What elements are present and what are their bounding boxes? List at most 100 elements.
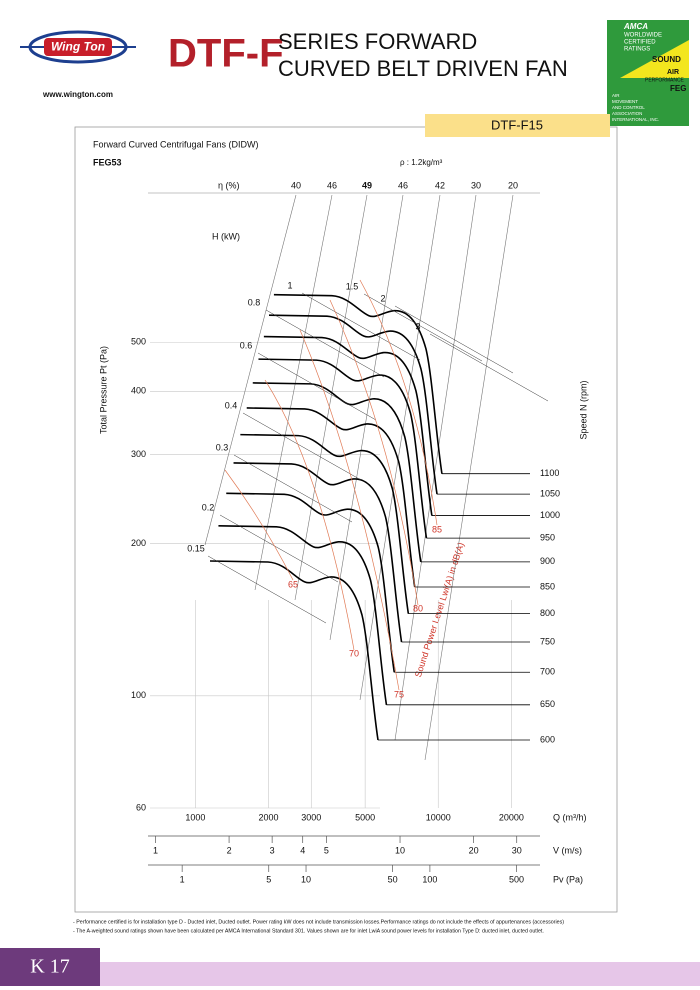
sound-line <box>264 379 355 651</box>
axis-tick-label: 5 <box>324 845 329 855</box>
axis-tick-label: 10 <box>395 845 405 855</box>
speed-curve <box>246 407 416 588</box>
chart-title: Forward Curved Centrifugal Fans (DIDW) <box>93 139 259 149</box>
speed-value: 900 <box>540 556 555 566</box>
efficiency-line <box>394 194 477 741</box>
efficiency-line <box>254 194 333 591</box>
sound-value: 65 <box>288 579 298 589</box>
axis-tick-label: 500 <box>509 874 524 884</box>
power-value: 2 <box>380 293 385 303</box>
efficiency-value: 46 <box>398 180 408 190</box>
badge-text: FEG <box>670 84 686 93</box>
sound-line <box>329 299 419 606</box>
power-value: 0.2 <box>202 502 215 512</box>
power-value: 0.8 <box>248 297 261 307</box>
speed-curve <box>268 314 438 495</box>
speed-value: 1050 <box>540 489 560 499</box>
y-tick-label: 500 <box>131 337 146 347</box>
power-value: 0.6 <box>240 340 253 350</box>
speed-curve <box>209 560 379 741</box>
badge-text: AND CONTROL <box>612 105 645 110</box>
chart-frame <box>74 126 618 913</box>
power-value: 0.4 <box>225 400 238 410</box>
badge-text: MOVEMENT <box>612 99 638 104</box>
efficiency-value: 49 <box>362 180 372 190</box>
page-tab <box>0 948 100 986</box>
footer-band <box>100 962 700 986</box>
pv-axis-title: Pv (Pa) <box>553 874 583 884</box>
power-value: 0.3 <box>216 442 229 452</box>
power-label: H (kW) <box>212 231 240 241</box>
title-line: CURVED BELT DRIVEN FAN <box>278 56 568 81</box>
axis-tick-label: 20 <box>469 845 479 855</box>
y-axis-title: Total Pressure Pt (Pa) <box>98 346 108 434</box>
series-code: DTF-F <box>168 32 284 76</box>
efficiency-value: 30 <box>471 180 481 190</box>
power-value: 3 <box>415 321 420 331</box>
axis-tick-label: 50 <box>388 874 398 884</box>
speed-value: 950 <box>540 532 555 542</box>
axis-tick-label: 2 <box>227 845 232 855</box>
speed-value: 850 <box>540 581 555 591</box>
speed-value: 650 <box>540 699 555 709</box>
speed-value: 750 <box>540 636 555 646</box>
power-line <box>219 514 339 583</box>
speed-label: Speed N (rpm) <box>578 380 588 439</box>
power-line <box>207 555 327 624</box>
speed-value: 600 <box>540 734 555 744</box>
footnote: - Performance certified is for installat… <box>73 919 564 925</box>
x-tick-label: 1000 <box>185 812 205 822</box>
badge-text: AIR <box>667 69 679 76</box>
title-line: SERIES FORWARD <box>278 29 477 54</box>
efficiency-value: 42 <box>435 180 445 190</box>
efficiency-line <box>294 194 368 601</box>
efficiency-value: 20 <box>508 180 518 190</box>
efficiency-line <box>329 194 404 641</box>
footnote: - The A-weighted sound ratings shown hav… <box>73 928 544 934</box>
x-tick-label: 20000 <box>499 812 524 822</box>
axis-tick-label: 4 <box>300 845 305 855</box>
y-tick-label: 300 <box>131 449 146 459</box>
axis-tick-label: 1 <box>180 874 185 884</box>
axis-tick-label: 10 <box>301 874 311 884</box>
speed-curve <box>240 433 410 614</box>
efficiency-line <box>359 194 441 701</box>
x-tick-label: 3000 <box>301 812 321 822</box>
speed-curve <box>273 293 443 474</box>
axis-tick-label: 3 <box>270 845 275 855</box>
efficiency-line <box>424 194 514 761</box>
power-line <box>233 454 353 523</box>
speed-curve <box>218 525 388 705</box>
x-tick-label: 5000 <box>355 812 375 822</box>
speed-value: 700 <box>540 667 555 677</box>
speed-curve <box>233 462 403 643</box>
x-tick-label: 10000 <box>426 812 451 822</box>
power-line <box>242 412 362 481</box>
sound-line <box>224 469 294 581</box>
power-value: 1.5 <box>346 281 359 291</box>
speed-value: 1100 <box>540 468 559 478</box>
speed-curve <box>252 382 422 562</box>
badge-text: CERTIFIED <box>624 40 656 46</box>
sound-value: 75 <box>394 689 404 699</box>
badge-text: PERFORMANCE <box>645 77 685 83</box>
badge-text: SOUND <box>652 55 681 64</box>
power-value: 0.15 <box>187 543 205 553</box>
power-line <box>301 292 421 361</box>
velocity-axis-title: V (m/s) <box>553 845 582 855</box>
power-line <box>257 352 377 421</box>
power-line <box>265 309 385 378</box>
y-tick-label: 100 <box>131 690 146 700</box>
model-tab <box>425 114 610 137</box>
sound-value: 70 <box>349 648 359 658</box>
efficiency-value: 46 <box>327 180 337 190</box>
sound-line <box>299 329 400 691</box>
badge-text: ASSOCIATION <box>612 111 642 116</box>
efficiency-line <box>204 194 297 546</box>
badge-text: WORLDWIDE <box>624 33 662 39</box>
page-label: K 17 <box>30 956 69 978</box>
axis-tick-label: 100 <box>422 874 437 884</box>
website: www.wington.com <box>42 90 113 99</box>
